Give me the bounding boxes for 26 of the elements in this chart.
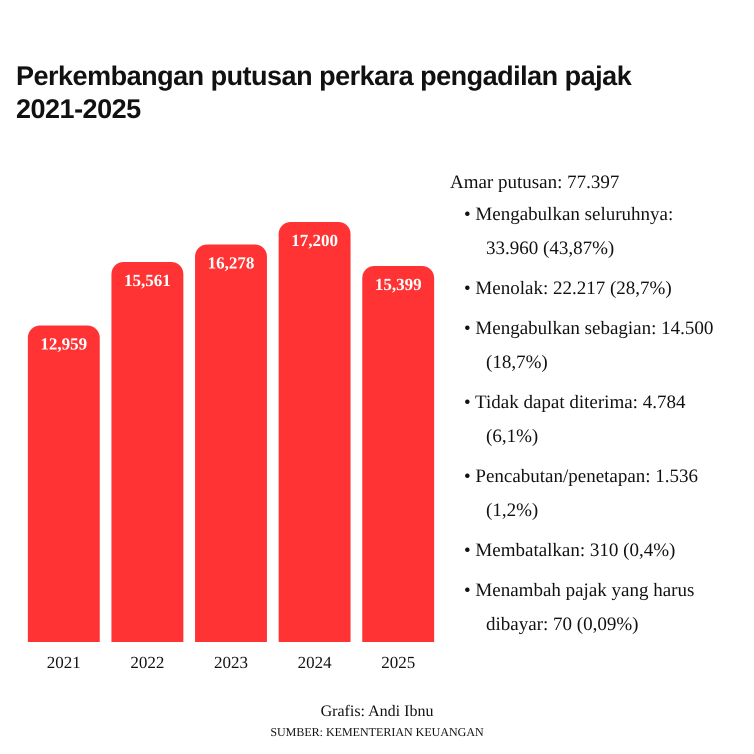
x-tick-label: 2021 bbox=[46, 653, 81, 672]
text: Grafis: Andi Ibnu bbox=[320, 703, 434, 721]
data-label: 17,200 bbox=[291, 231, 338, 250]
text: • Membatalkan: 310 (0,4%) bbox=[464, 539, 676, 563]
bar bbox=[362, 266, 434, 642]
text: • Tidak dapat diterima: 4.784 (6,1%) bbox=[464, 391, 686, 449]
text: • Menolak: 22.217 (28,7%) bbox=[464, 277, 673, 301]
chart-title: Perkembangan putusan perkara pengadilan pajak 2021-2025 bbox=[16, 60, 633, 126]
text: • Mengabulkan seluruhnya: 33.960 (43,87%) bbox=[464, 203, 674, 261]
x-tick-label: 2022 bbox=[130, 653, 164, 672]
x-tick-label: 2025 bbox=[381, 653, 416, 672]
bar bbox=[278, 222, 351, 642]
data-label: 15,561 bbox=[124, 271, 171, 290]
data-label: 15,399 bbox=[374, 274, 422, 294]
bar bbox=[28, 326, 100, 642]
x-tick-label: 2023 bbox=[214, 653, 248, 672]
bar bbox=[195, 244, 267, 642]
text: SUMBER: KEMENTERIAN KEUANGAN bbox=[269, 725, 485, 740]
text: • Menambah pajak yang harus dibayar: 70 (0,09%) bbox=[464, 579, 696, 637]
text: • Pencabutan/penetapan: 1.536 (1,2%) bbox=[464, 465, 700, 523]
text: • Mengabulkan sebagian: 14.500 (18,7%) bbox=[464, 317, 714, 375]
data-label: 12,959 bbox=[40, 334, 88, 354]
x-tick-label: 2024 bbox=[298, 653, 332, 672]
text: Amar putusan: 77.397 bbox=[450, 172, 620, 194]
data-label: 16,278 bbox=[208, 254, 254, 273]
bar bbox=[111, 262, 184, 642]
